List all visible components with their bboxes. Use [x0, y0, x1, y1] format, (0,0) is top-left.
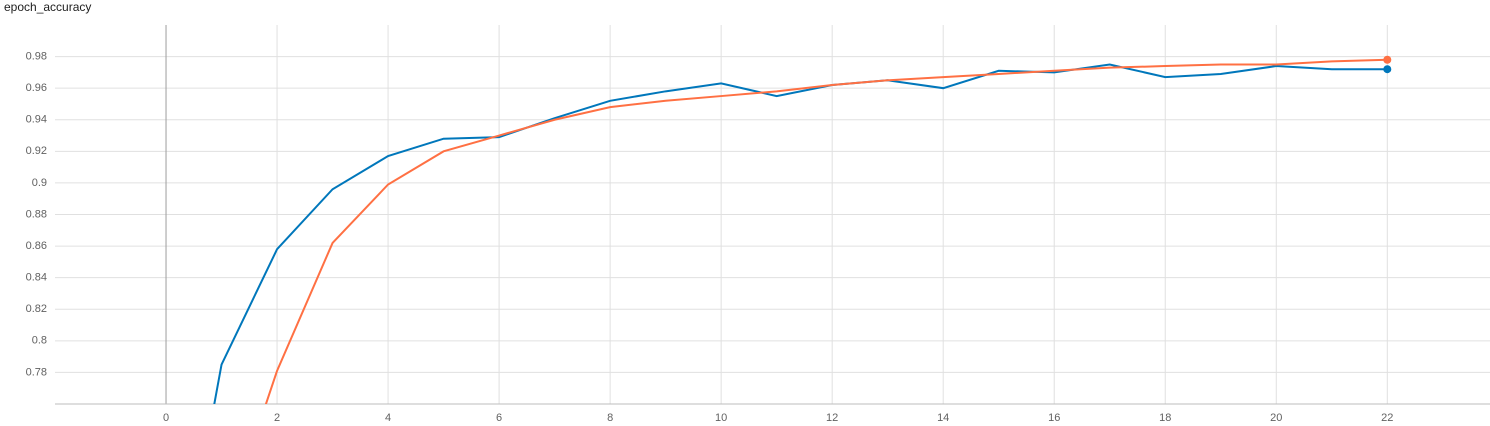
y-tick-label: 0.84 [26, 272, 47, 284]
x-tick-label: 10 [715, 412, 727, 424]
y-tick-label: 0.92 [26, 145, 47, 157]
x-tick-label: 18 [1159, 412, 1171, 424]
y-tick-label: 0.86 [26, 240, 47, 252]
y-tick-label: 0.82 [26, 303, 47, 315]
y-tick-label: 0.96 [26, 82, 47, 94]
y-tick-label: 0.78 [26, 366, 47, 378]
x-tick-label: 0 [163, 412, 169, 424]
y-tick-label: 0.9 [32, 177, 47, 189]
x-tick-label: 8 [607, 412, 613, 424]
chart-title: epoch_accuracy [4, 0, 91, 14]
series-line [213, 63, 1388, 404]
y-tick-label: 0.98 [26, 50, 47, 62]
x-tick-label: 22 [1381, 412, 1393, 424]
x-tick-label: 6 [496, 412, 502, 424]
end-marker [1383, 65, 1392, 74]
y-tick-label: 0.94 [26, 114, 47, 126]
series-line [264, 58, 1388, 404]
x-tick-label: 16 [1048, 412, 1060, 424]
end-marker [1383, 55, 1392, 64]
x-tick-label: 2 [274, 412, 280, 424]
y-tick-label: 0.8 [32, 335, 47, 347]
x-tick-label: 20 [1270, 412, 1282, 424]
x-tick-label: 4 [385, 412, 391, 424]
y-tick-label: 0.88 [26, 208, 47, 220]
x-tick-label: 14 [937, 412, 949, 424]
x-tick-label: 12 [826, 412, 838, 424]
